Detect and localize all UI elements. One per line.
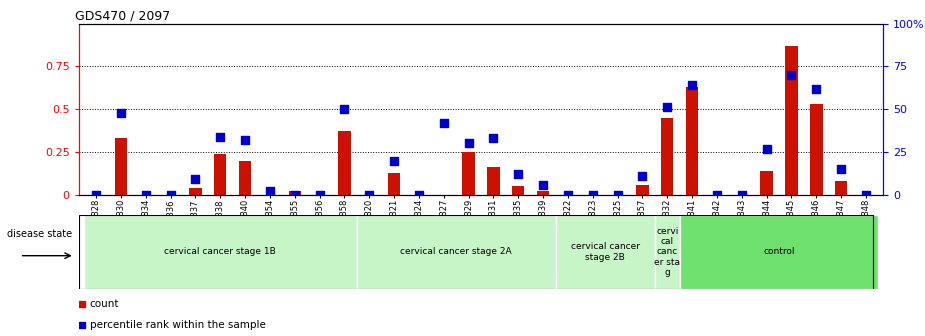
Text: GDS470 / 2097: GDS470 / 2097 [75,9,170,23]
Point [660,105,674,110]
Point [213,134,228,139]
Bar [388,173,401,195]
Bar [536,192,549,195]
Bar [462,152,475,195]
Bar [661,118,673,195]
Bar [785,46,797,195]
Point [89,192,104,198]
Bar [189,188,202,195]
Point [462,141,476,146]
Point [114,110,129,115]
Bar [655,215,680,289]
Point [784,72,799,78]
Bar [835,181,847,195]
Point [561,192,575,198]
Point [139,192,154,198]
Point [263,189,278,194]
Bar [239,161,252,195]
Point [362,192,376,198]
Bar [115,138,127,195]
Point [75,302,90,307]
Point [238,137,253,143]
Text: control: control [763,248,795,256]
Bar [760,171,773,195]
Point [709,192,724,198]
Bar [289,192,301,195]
Point [288,192,302,198]
Point [312,192,327,198]
Point [486,136,500,141]
Bar [214,154,227,195]
Text: percentile rank within the sample: percentile rank within the sample [90,320,265,330]
Point [684,83,699,88]
Bar [487,167,500,195]
Point [387,158,401,163]
Point [858,192,873,198]
Text: cervical cancer stage 2A: cervical cancer stage 2A [401,248,512,256]
Bar [83,215,357,289]
Bar [636,184,648,195]
Point [437,120,451,126]
Point [536,182,550,187]
Point [188,177,203,182]
Point [586,192,600,198]
Bar [810,104,822,195]
Bar [357,215,556,289]
Text: disease state: disease state [6,228,72,239]
Text: count: count [90,299,119,309]
Point [610,192,625,198]
Point [75,322,90,327]
Point [759,146,774,151]
Point [635,173,650,179]
Bar [680,215,879,289]
Text: cervical cancer
stage 2B: cervical cancer stage 2B [571,242,640,262]
Point [734,192,749,198]
Point [808,86,824,91]
Text: cervi
cal
canc
er sta
g: cervi cal canc er sta g [654,227,680,277]
Bar [556,215,655,289]
Text: cervical cancer stage 1B: cervical cancer stage 1B [165,248,276,256]
Point [337,107,352,112]
Point [511,172,525,177]
Bar [339,131,351,195]
Bar [512,186,524,195]
Point [412,192,426,198]
Bar [686,87,698,195]
Point [163,192,178,198]
Point [833,167,848,172]
